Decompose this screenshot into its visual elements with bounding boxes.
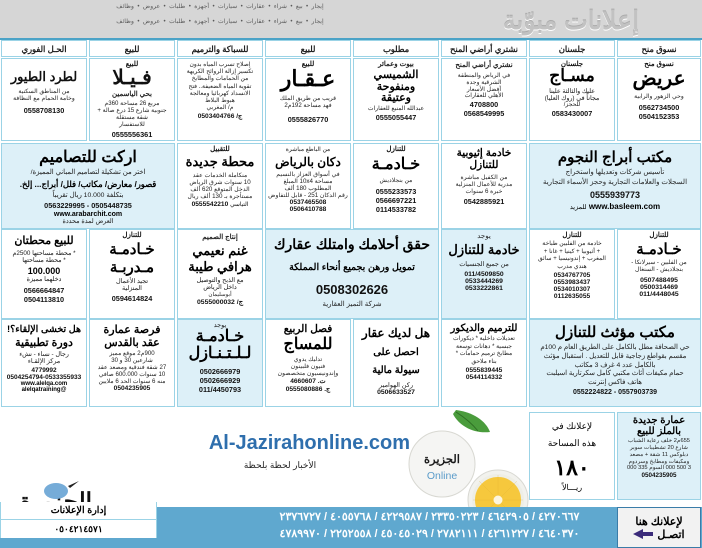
- svg-text:Online: Online: [427, 470, 458, 482]
- svg-text:الجزيرة: الجزيرة: [424, 453, 460, 467]
